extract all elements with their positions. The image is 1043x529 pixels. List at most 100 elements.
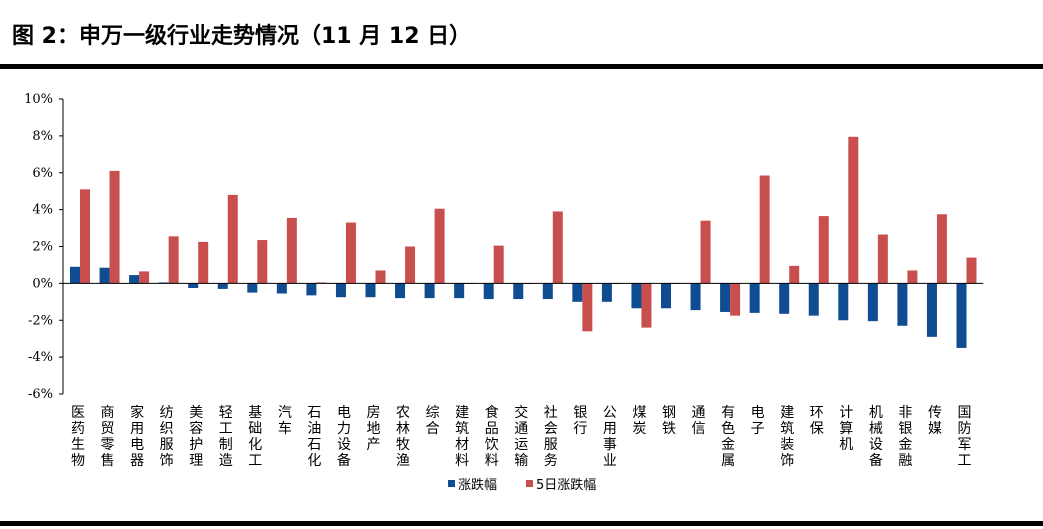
bar-daily-change <box>513 283 524 300</box>
category-label: 通信 <box>692 405 706 437</box>
category-label: 汽车 <box>278 405 292 437</box>
category-label: 社会服务 <box>544 405 558 469</box>
bar-daily-change <box>690 283 701 311</box>
legend-label: 涨跌幅 <box>458 477 497 493</box>
category-label: 建筑装饰 <box>780 405 794 469</box>
legend-label: 5日涨跌幅 <box>536 477 596 493</box>
y-tick-label: 6% <box>32 166 53 181</box>
bars <box>70 136 977 348</box>
bar-5day-change <box>730 283 741 316</box>
bar-daily-change <box>601 283 612 302</box>
bar-5day-change <box>198 241 209 284</box>
category-label: 有色金属 <box>721 405 735 469</box>
bar-5day-change <box>345 222 356 284</box>
bar-daily-change <box>661 283 671 309</box>
bar-5day-change <box>139 271 150 284</box>
category-label: 环保 <box>810 405 824 437</box>
bar-daily-change <box>129 275 140 284</box>
bar-daily-change <box>867 283 878 322</box>
bar-daily-change <box>779 283 790 314</box>
bar-daily-change <box>454 283 465 299</box>
category-label: 房地产 <box>367 405 381 453</box>
bar-5day-change <box>936 214 947 284</box>
bar-daily-change <box>70 266 80 284</box>
bar-daily-change <box>395 283 406 299</box>
bar-daily-change <box>276 283 287 294</box>
category-label: 国防军工 <box>958 405 972 469</box>
category-label: 家用电器 <box>130 404 144 469</box>
bar-5day-change <box>434 208 445 284</box>
category-label: 医药生物 <box>71 405 85 469</box>
legend-swatch <box>448 480 455 487</box>
category-label: 银行 <box>573 405 587 437</box>
category-label: 公用事业 <box>603 405 617 469</box>
category-label: 钢铁 <box>662 405 676 437</box>
bar-5day-change <box>552 211 563 284</box>
category-label: 综合 <box>426 405 440 437</box>
category-label: 交通运输 <box>514 404 528 469</box>
bar-5day-change <box>848 136 859 284</box>
bar-5day-change <box>375 270 386 284</box>
category-labels: 医药生物 商贸零售 家用电器 纺织服饰 美容护理 轻工制造 基础化工 汽车 石油石化 电力设备 房地… <box>71 404 972 469</box>
category-label: 电力设备 <box>337 405 351 469</box>
bar-daily-change <box>365 283 376 298</box>
bar-daily-change <box>306 283 317 296</box>
bar-daily-change <box>188 283 199 288</box>
category-label: 电子 <box>751 405 765 437</box>
y-tick-label: -4% <box>28 350 53 365</box>
bar-daily-change <box>572 283 583 302</box>
category-label: 美容护理 <box>189 405 203 469</box>
bottom-rule <box>0 521 1043 526</box>
category-label: 煤炭 <box>632 405 646 437</box>
bar-5day-change <box>286 217 297 284</box>
bar-5day-change <box>818 216 829 284</box>
category-label: 商贸零售 <box>101 405 115 469</box>
bar-5day-change <box>257 240 268 284</box>
category-label: 纺织服饰 <box>160 405 174 469</box>
legend-swatch <box>526 480 533 487</box>
category-label: 农林牧渔 <box>396 405 410 469</box>
bar-daily-change <box>424 283 435 299</box>
bar-daily-change <box>631 283 642 309</box>
bar-daily-change <box>808 283 819 316</box>
category-label: 食品饮料 <box>485 404 499 469</box>
bar-5day-change <box>966 257 977 284</box>
bar-daily-change <box>335 283 346 298</box>
bar-5day-change <box>641 283 652 328</box>
legend: 涨跌幅 5日涨跌幅 <box>448 477 596 493</box>
y-tick-label: 8% <box>32 129 53 144</box>
y-tick-label: -2% <box>28 313 53 328</box>
category-label: 机械设备 <box>869 405 883 469</box>
bar-daily-change <box>926 283 937 337</box>
bar-5day-change <box>109 170 120 284</box>
bar-5day-change <box>493 245 504 284</box>
bar-5day-change <box>759 175 770 284</box>
bar-daily-change <box>542 283 553 300</box>
bar-5day-change <box>877 234 888 284</box>
bar-daily-change <box>217 283 228 289</box>
bar-daily-change <box>749 283 760 313</box>
category-label: 轻工制造 <box>219 405 233 469</box>
y-tick-label: 10% <box>24 92 53 107</box>
page-title: 图 2：申万一级行业走势情况（11 月 12 日） <box>12 24 472 49</box>
y-tick-label: 4% <box>32 203 53 218</box>
bar-5day-change <box>789 265 800 284</box>
category-label: 计算机 <box>839 405 853 453</box>
bar-daily-change <box>838 283 849 321</box>
bar-5day-change <box>227 194 238 284</box>
y-tick-label: 2% <box>32 240 53 255</box>
y-tick-label: 0% <box>32 276 53 291</box>
bar-5day-change <box>907 270 918 284</box>
bar-5day-change <box>700 220 711 284</box>
category-label: 建筑材料 <box>455 405 469 469</box>
bar-5day-change <box>168 236 179 284</box>
bar-daily-change <box>956 283 967 348</box>
y-axis: -6% -4% -2% 0% 2% 4% 6% 8% 10% <box>24 92 64 402</box>
category-label: 传媒 <box>928 405 942 437</box>
category-label: 基础化工 <box>248 404 262 469</box>
category-label: 非银金融 <box>898 405 912 469</box>
bar-daily-change <box>720 283 731 312</box>
bar-daily-change <box>897 283 908 326</box>
bar-5day-change <box>405 246 416 284</box>
bar-5day-change <box>582 283 593 332</box>
